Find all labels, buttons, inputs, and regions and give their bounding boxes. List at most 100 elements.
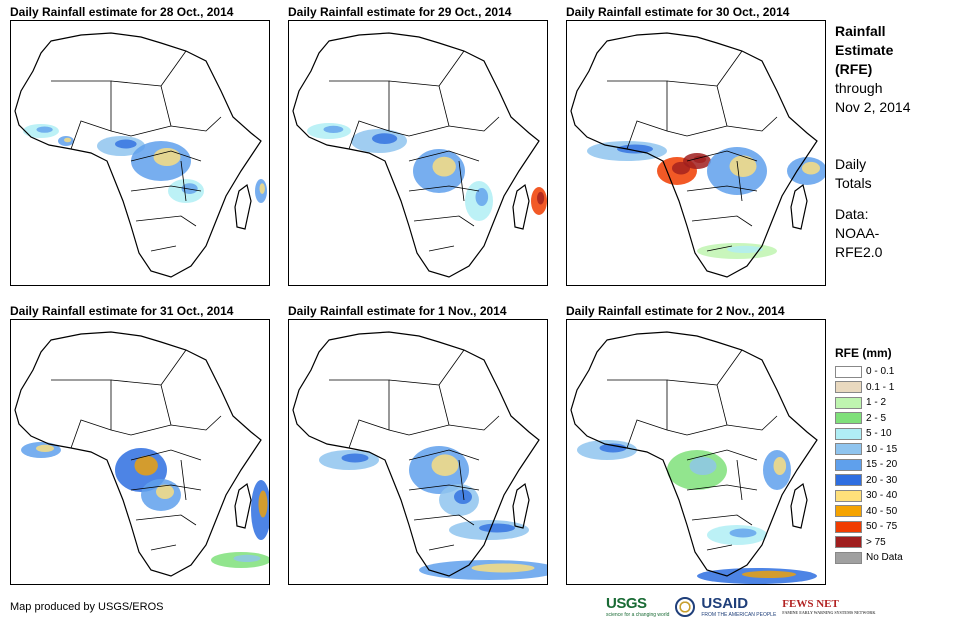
country-border [130, 185, 202, 192]
rainfall-core [36, 126, 53, 133]
country-border [408, 185, 480, 192]
sidebar-data-source: NOAA- [835, 225, 880, 241]
country-border [130, 484, 202, 491]
legend-title: RFE (mm) [835, 346, 892, 360]
sidebar-data-label: Data: [835, 206, 869, 222]
rainfall-core [181, 183, 198, 195]
country-border [408, 415, 500, 436]
legend-label: 5 - 10 [866, 428, 892, 440]
legend-swatch [835, 474, 862, 487]
rainfall-core [617, 144, 653, 154]
panel-title: Daily Rainfall estimate for 30 Oct., 201… [566, 5, 790, 19]
legend-label: 30 - 40 [866, 490, 898, 502]
rainfall-core [479, 523, 515, 533]
coastline [292, 32, 540, 278]
legend-item: 30 - 40 [835, 488, 965, 504]
legend-label: 10 - 15 [866, 443, 898, 455]
sidebar-totals: Totals [835, 175, 872, 191]
rainfall-map [10, 20, 270, 286]
usgs-tagline: science for a changing world [606, 612, 670, 618]
rainfall-core [134, 455, 158, 476]
rainfall-core [471, 563, 535, 573]
country-border [706, 544, 733, 551]
map-panel-oct28: Daily Rainfall estimate for 28 Oct., 201… [8, 4, 270, 286]
legend-label: 50 - 75 [866, 521, 898, 533]
sidebar-title: Estimate [835, 42, 894, 58]
sidebar-title: Rainfall [835, 23, 886, 39]
sidebar-title: (RFE) [835, 61, 873, 77]
rainfall-core [258, 490, 268, 518]
country-border [607, 80, 668, 131]
country-border [130, 116, 222, 137]
panel-title: Daily Rainfall estimate for 29 Oct., 201… [288, 5, 512, 19]
rainfall-map [566, 20, 826, 286]
rainfall-core [341, 453, 369, 463]
country-border [110, 80, 172, 127]
country-border [666, 379, 728, 426]
legend-swatch [835, 536, 862, 549]
rainfall-core [475, 188, 489, 206]
legend-swatch [835, 489, 862, 502]
panel-title: Daily Rainfall estimate for 2 Nov., 2014 [566, 304, 785, 318]
country-border [686, 449, 758, 461]
sidebar-info: Rainfall Estimate (RFE) through Nov 2, 2… [835, 22, 965, 262]
country-border [70, 419, 132, 449]
legend-item: 1 - 2 [835, 395, 965, 411]
rainfall-core [259, 183, 265, 195]
legend-items: 0 - 0.1 0.1 - 1 1 - 2 2 - 5 5 - 10 10 - 15 15 … [835, 364, 965, 566]
country-border [438, 50, 465, 87]
legend-item: 10 - 15 [835, 442, 965, 458]
rainfall-core [432, 156, 456, 177]
legend-label: 0.1 - 1 [866, 381, 895, 393]
country-border [329, 379, 390, 430]
rainfall-core [537, 191, 545, 205]
panel-title: Daily Rainfall estimate for 31 Oct., 201… [10, 304, 234, 318]
sidebar-daily: Daily [835, 156, 867, 172]
rainfall-core [729, 528, 757, 538]
country-border [438, 349, 465, 386]
map-credit: Map produced by USGS/EROS [10, 601, 164, 613]
country-border [626, 419, 688, 449]
country-border [408, 150, 480, 162]
country-border [180, 459, 187, 501]
country-border [686, 185, 758, 192]
country-border [130, 150, 202, 162]
country-border [51, 379, 112, 430]
legend-item: 50 - 75 [835, 519, 965, 535]
legend-label: 2 - 5 [866, 412, 887, 424]
map-panel-nov1: Daily Rainfall estimate for 1 Nov., 2014 [286, 303, 548, 585]
legend-item: 40 - 50 [835, 504, 965, 520]
map-panel-oct29: Daily Rainfall estimate for 29 Oct., 201… [286, 4, 548, 286]
legend-swatch [835, 458, 862, 471]
country-border [458, 459, 465, 501]
rainfall-map [288, 319, 548, 585]
rainfall-core [742, 570, 796, 578]
coastline [292, 331, 540, 577]
rainfall-core [233, 554, 261, 562]
legend-label: No Data [866, 552, 903, 564]
legend-swatch [835, 365, 862, 378]
legend-item: 5 - 10 [835, 426, 965, 442]
coastline [570, 32, 818, 278]
usaid-seal-icon [675, 596, 696, 617]
fews-net-logo: FEWS NET FAMINE EARLY WARNING SYSTEMS NE… [782, 598, 875, 615]
country-border [150, 245, 177, 252]
country-border [736, 160, 743, 202]
coastline [790, 183, 808, 230]
legend-swatch [835, 427, 862, 440]
country-border [607, 379, 668, 430]
rainfall-core [323, 125, 344, 133]
rainfall-map [10, 319, 270, 585]
usaid-tagline: FROM THE AMERICAN PEOPLE [701, 612, 777, 618]
country-border [150, 544, 177, 551]
country-border [348, 419, 410, 449]
coastline [14, 32, 262, 278]
coastline [512, 482, 530, 529]
country-border [329, 80, 390, 131]
legend-item: 15 - 20 [835, 457, 965, 473]
legend-swatch [835, 381, 862, 394]
country-border [160, 50, 187, 87]
legend-item: 20 - 30 [835, 473, 965, 489]
legend-label: > 75 [866, 536, 886, 548]
panel-title: Daily Rainfall estimate for 1 Nov., 2014 [288, 304, 507, 318]
